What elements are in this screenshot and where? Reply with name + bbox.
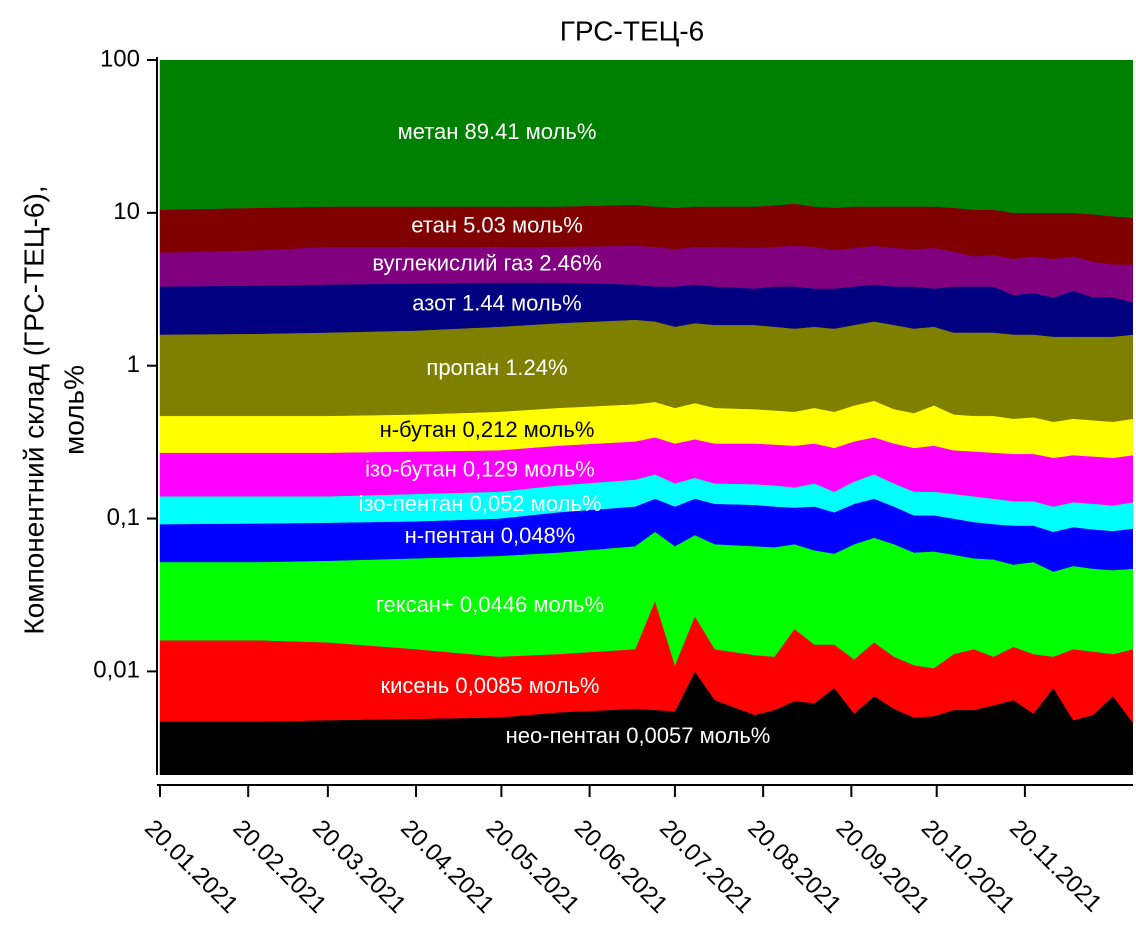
chart-title: ГРС-ТЕЦ-6 xyxy=(560,15,704,46)
area-label: кисень 0,0085 моль% xyxy=(380,673,599,698)
area-label: азот 1.44 моль% xyxy=(412,290,581,315)
y-tick-label: 10 xyxy=(113,198,140,225)
area-label: ізо-бутан 0,129 моль% xyxy=(365,457,595,482)
area-label: н-бутан 0,212 моль% xyxy=(380,417,595,442)
area-label: нео-пентан 0,0057 моль% xyxy=(506,723,771,748)
area-label: вуглекислий газ 2.46% xyxy=(372,250,601,275)
area-label: етан 5.03 моль% xyxy=(411,212,583,237)
area-label: н-пентан 0,048% xyxy=(405,523,576,548)
plot-area xyxy=(159,60,1133,775)
area-label: метан 89.41 моль% xyxy=(398,119,597,144)
y-axis-title-line: Компонентний склад (ГРС-ТЕЦ-6), xyxy=(18,185,49,634)
y-tick-label: 0,1 xyxy=(107,504,140,531)
y-tick-label: 0,01 xyxy=(93,657,140,684)
y-tick-label: 1 xyxy=(127,351,140,378)
y-axis-title: Компонентний склад (ГРС-ТЕЦ-6), моль% xyxy=(18,185,89,634)
y-tick-label: 100 xyxy=(100,45,140,72)
x-tick-label: 20.01.2021 xyxy=(139,815,243,919)
area-label: пропан 1.24% xyxy=(426,355,567,380)
y-axis-title-line: моль% xyxy=(58,365,89,455)
area xyxy=(159,60,1133,218)
area-label: ізо-пентан 0,052 моль% xyxy=(359,491,602,516)
x-tick-label: 20.07.2021 xyxy=(654,815,758,919)
x-tick-label: 20.05.2021 xyxy=(481,815,585,919)
x-tick-label: 20.08.2021 xyxy=(742,815,846,919)
x-tick-label: 20.10.2021 xyxy=(916,815,1020,919)
area-label: гексан+ 0,0446 моль% xyxy=(376,592,604,617)
x-tick-label: 20.11.2021 xyxy=(1004,815,1107,918)
